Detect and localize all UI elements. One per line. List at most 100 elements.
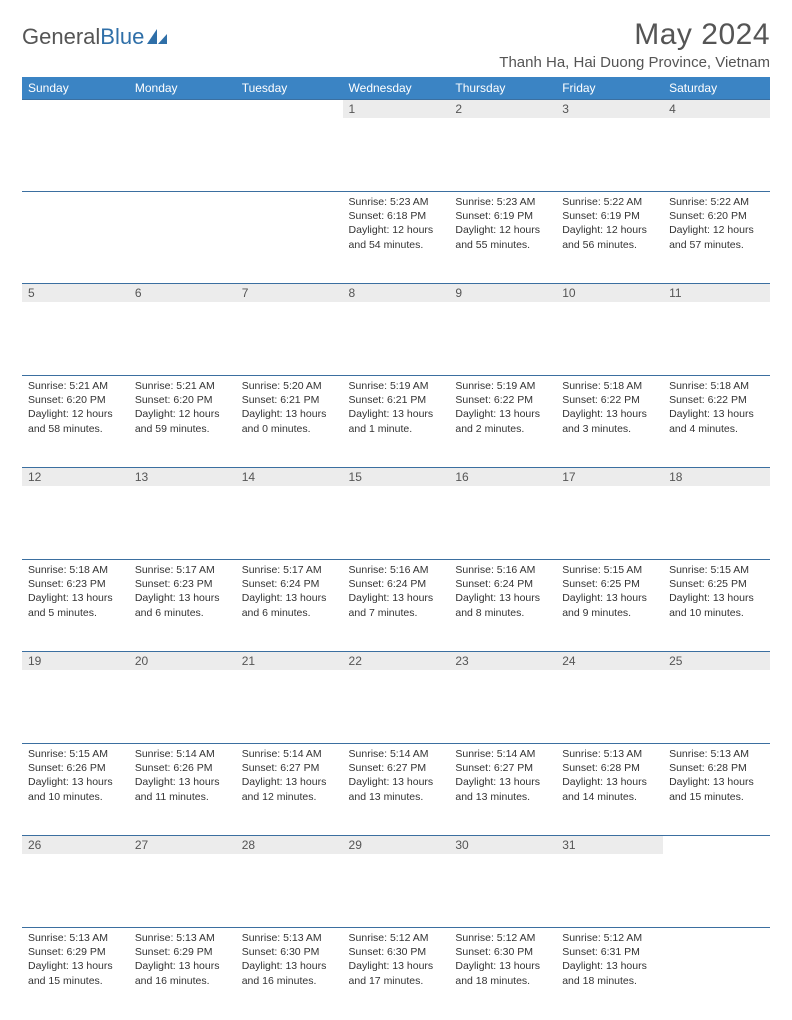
day-cell: Sunrise: 5:13 AMSunset: 6:30 PMDaylight:… xyxy=(236,928,343,1020)
calendar-body: 1234Sunrise: 5:23 AMSunset: 6:18 PMDayli… xyxy=(22,100,770,1020)
sunrise-line: Sunrise: 5:23 AM xyxy=(455,195,550,209)
day-cell: Sunrise: 5:14 AMSunset: 6:27 PMDaylight:… xyxy=(343,744,450,836)
sunset-line: Sunset: 6:26 PM xyxy=(135,761,230,775)
daylight-line: Daylight: 13 hours and 4 minutes. xyxy=(669,407,764,435)
daylight-line: Daylight: 12 hours and 56 minutes. xyxy=(562,223,657,251)
sunrise-line: Sunrise: 5:12 AM xyxy=(349,931,444,945)
day-cell: Sunrise: 5:23 AMSunset: 6:19 PMDaylight:… xyxy=(449,192,556,284)
day-number: 31 xyxy=(556,836,663,854)
day-number: 18 xyxy=(663,468,770,486)
sunrise-line: Sunrise: 5:17 AM xyxy=(135,563,230,577)
sunset-line: Sunset: 6:30 PM xyxy=(242,945,337,959)
day-cell-body: Sunrise: 5:18 AMSunset: 6:22 PMDaylight:… xyxy=(663,376,770,442)
calendar-table: SundayMondayTuesdayWednesdayThursdayFrid… xyxy=(22,77,770,1020)
weekday-header: Sunday xyxy=(22,77,129,100)
day-number: 20 xyxy=(129,652,236,670)
day-cell xyxy=(236,192,343,284)
sunrise-line: Sunrise: 5:13 AM xyxy=(135,931,230,945)
daynum-row: 262728293031 xyxy=(22,836,770,928)
sunrise-line: Sunrise: 5:13 AM xyxy=(669,747,764,761)
daynum-row: 19202122232425 xyxy=(22,652,770,744)
day-cell: Sunrise: 5:18 AMSunset: 6:22 PMDaylight:… xyxy=(556,376,663,468)
sunset-line: Sunset: 6:29 PM xyxy=(135,945,230,959)
sunrise-line: Sunrise: 5:16 AM xyxy=(455,563,550,577)
day-cell: Sunrise: 5:12 AMSunset: 6:30 PMDaylight:… xyxy=(449,928,556,1020)
daynum-row: 1234 xyxy=(22,100,770,192)
daylight-line: Daylight: 12 hours and 58 minutes. xyxy=(28,407,123,435)
sunset-line: Sunset: 6:22 PM xyxy=(669,393,764,407)
sunrise-line: Sunrise: 5:18 AM xyxy=(562,379,657,393)
day-cell: Sunrise: 5:13 AMSunset: 6:28 PMDaylight:… xyxy=(556,744,663,836)
day-cell-body: Sunrise: 5:23 AMSunset: 6:18 PMDaylight:… xyxy=(343,192,450,258)
sunset-line: Sunset: 6:19 PM xyxy=(562,209,657,223)
daylight-line: Daylight: 13 hours and 0 minutes. xyxy=(242,407,337,435)
sunset-line: Sunset: 6:21 PM xyxy=(349,393,444,407)
daylight-line: Daylight: 13 hours and 17 minutes. xyxy=(349,959,444,987)
day-cell-body: Sunrise: 5:22 AMSunset: 6:19 PMDaylight:… xyxy=(556,192,663,258)
day-number: 9 xyxy=(449,284,556,302)
sunset-line: Sunset: 6:26 PM xyxy=(28,761,123,775)
day-cell-body: Sunrise: 5:21 AMSunset: 6:20 PMDaylight:… xyxy=(22,376,129,442)
weekday-header: Monday xyxy=(129,77,236,100)
day-number: 16 xyxy=(449,468,556,486)
day-cell: Sunrise: 5:19 AMSunset: 6:22 PMDaylight:… xyxy=(449,376,556,468)
sunset-line: Sunset: 6:20 PM xyxy=(28,393,123,407)
day-number: 28 xyxy=(236,836,343,854)
day-number: 12 xyxy=(22,468,129,486)
daylight-line: Daylight: 13 hours and 6 minutes. xyxy=(242,591,337,619)
sunset-line: Sunset: 6:27 PM xyxy=(455,761,550,775)
sunset-line: Sunset: 6:21 PM xyxy=(242,393,337,407)
day-cell-body: Sunrise: 5:12 AMSunset: 6:31 PMDaylight:… xyxy=(556,928,663,994)
daylight-line: Daylight: 13 hours and 8 minutes. xyxy=(455,591,550,619)
sunrise-line: Sunrise: 5:19 AM xyxy=(349,379,444,393)
day-cell-body: Sunrise: 5:19 AMSunset: 6:22 PMDaylight:… xyxy=(449,376,556,442)
day-cell-body: Sunrise: 5:12 AMSunset: 6:30 PMDaylight:… xyxy=(449,928,556,994)
day-cell-body: Sunrise: 5:14 AMSunset: 6:26 PMDaylight:… xyxy=(129,744,236,810)
daylight-line: Daylight: 13 hours and 3 minutes. xyxy=(562,407,657,435)
day-cell: Sunrise: 5:17 AMSunset: 6:23 PMDaylight:… xyxy=(129,560,236,652)
daylight-line: Daylight: 13 hours and 10 minutes. xyxy=(669,591,764,619)
week-content-row: Sunrise: 5:18 AMSunset: 6:23 PM Daylight:… xyxy=(22,560,770,652)
day-number: 22 xyxy=(343,652,450,670)
day-cell: Sunrise: 5:13 AMSunset: 6:29 PMDaylight:… xyxy=(129,928,236,1020)
day-number: 14 xyxy=(236,468,343,486)
day-number xyxy=(129,100,236,118)
day-number: 1 xyxy=(343,100,450,118)
sunset-line: Sunset: 6:30 PM xyxy=(455,945,550,959)
day-number: 30 xyxy=(449,836,556,854)
sunrise-line: Sunrise: 5:13 AM xyxy=(28,931,123,945)
daylight-line: Daylight: 13 hours and 1 minute. xyxy=(349,407,444,435)
day-cell: Sunrise: 5:15 AMSunset: 6:26 PMDaylight:… xyxy=(22,744,129,836)
day-cell-body: Sunrise: 5:19 AMSunset: 6:21 PMDaylight:… xyxy=(343,376,450,442)
daylight-line: Daylight: 13 hours and 9 minutes. xyxy=(562,591,657,619)
daylight-line: Daylight: 13 hours and 10 minutes. xyxy=(28,775,123,803)
daylight-line: Daylight: 13 hours and 12 minutes. xyxy=(242,775,337,803)
sunrise-line: Sunrise: 5:20 AM xyxy=(242,379,337,393)
daylight-line: Daylight: 12 hours and 54 minutes. xyxy=(349,223,444,251)
sunrise-line: Sunrise: 5:15 AM xyxy=(562,563,657,577)
sunset-line: Sunset: 6:29 PM xyxy=(28,945,123,959)
day-cell: Sunrise: 5:20 AMSunset: 6:21 PMDaylight:… xyxy=(236,376,343,468)
day-number: 10 xyxy=(556,284,663,302)
daylight-line: Daylight: 12 hours and 57 minutes. xyxy=(669,223,764,251)
day-number xyxy=(663,836,770,854)
daylight-line: Daylight: 13 hours and 18 minutes. xyxy=(562,959,657,987)
brand-logo: GeneralBlue xyxy=(22,18,168,50)
day-cell: Sunrise: 5:21 AMSunset: 6:20 PMDaylight:… xyxy=(22,376,129,468)
day-number: 26 xyxy=(22,836,129,854)
day-cell: Sunrise: 5:14 AMSunset: 6:26 PMDaylight:… xyxy=(129,744,236,836)
day-cell: Sunrise: 5:21 AMSunset: 6:20 PMDaylight:… xyxy=(129,376,236,468)
day-cell: Sunrise: 5:12 AMSunset: 6:31 PMDaylight:… xyxy=(556,928,663,1020)
brand-sail-icon xyxy=(146,28,168,46)
sunset-line: Sunset: 6:24 PM xyxy=(455,577,550,591)
day-cell-body: Sunrise: 5:15 AMSunset: 6:25 PMDaylight:… xyxy=(556,560,663,626)
daylight-line: Daylight: 13 hours and 11 minutes. xyxy=(135,775,230,803)
day-cell-body: Sunrise: 5:15 AMSunset: 6:26 PMDaylight:… xyxy=(22,744,129,810)
weekday-header: Thursday xyxy=(449,77,556,100)
day-cell-body: Sunrise: 5:14 AMSunset: 6:27 PMDaylight:… xyxy=(449,744,556,810)
day-cell-body: Sunrise: 5:18 AMSunset: 6:23 PMDaylight:… xyxy=(22,560,129,626)
sunrise-line: Sunrise: 5:18 AM xyxy=(28,563,123,577)
day-number: 24 xyxy=(556,652,663,670)
sunset-line: Sunset: 6:23 PM xyxy=(28,577,123,591)
sunrise-line: Sunrise: 5:13 AM xyxy=(562,747,657,761)
